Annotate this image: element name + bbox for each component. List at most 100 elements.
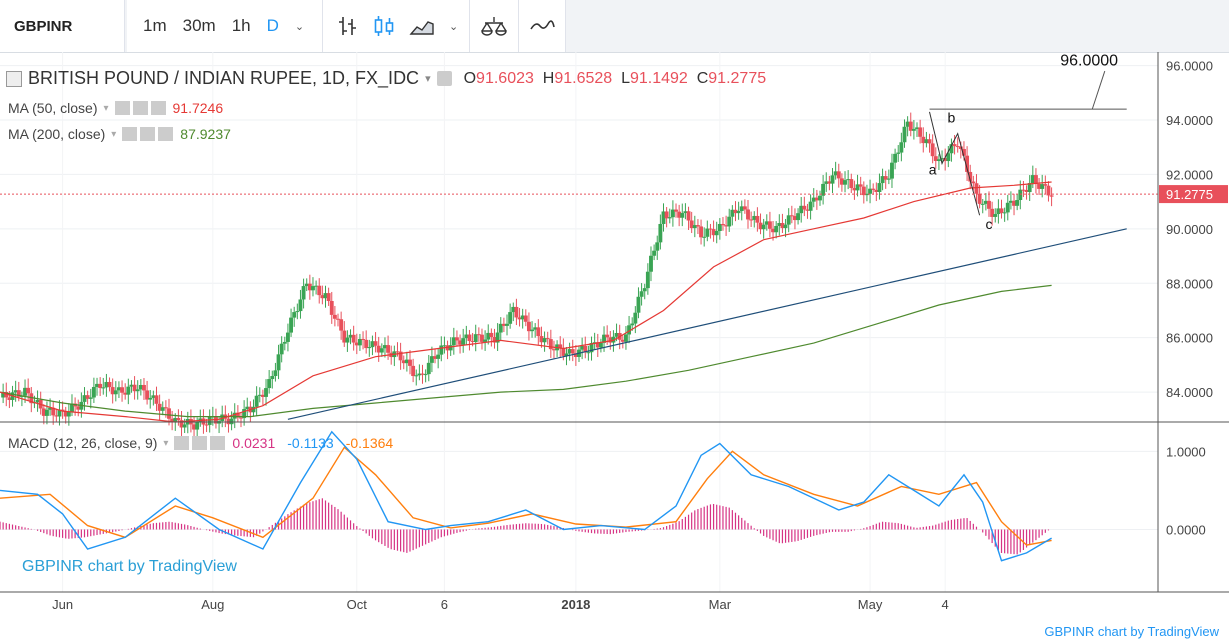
macd-line [0,430,1052,562]
chevron-down-icon[interactable]: ▾ [425,73,431,85]
candle-body [545,338,550,340]
candle-body [467,334,472,342]
candle-body [940,158,944,160]
candle-body [232,412,237,419]
candle-body [573,353,578,357]
candle-body [345,337,350,343]
candle-body [814,197,819,201]
candle-body [66,411,71,417]
candle-body [116,387,121,391]
candle-body [821,183,826,196]
interval-1h-button[interactable]: 1h [231,16,251,35]
candle-body [132,384,137,392]
candle-body [658,223,663,243]
candle-body [548,339,553,350]
candle-body [686,211,691,221]
price-tick-label: 92.0000 [1166,167,1213,182]
chevron-down-icon[interactable]: ⌄ [294,20,305,33]
footer-credit[interactable]: GBPINR chart by TradingView [1044,624,1219,639]
interval-d-button[interactable]: D [266,16,279,35]
candle-body [783,224,788,229]
close-label: C [696,69,709,87]
candle-body [157,403,162,411]
candle-body [48,407,53,410]
candle-body [51,407,56,416]
trend-line [287,228,1127,420]
collapse-icon[interactable] [6,70,22,87]
candle-body [965,155,970,172]
settings-icon[interactable] [436,71,452,86]
candle-body [583,345,588,353]
candle-body [874,189,879,193]
compare-button[interactable] [519,0,566,52]
candle-body [808,201,813,211]
interval-30m-button[interactable]: 30m [182,16,216,35]
candle-body [376,345,381,353]
candle-body [987,200,991,209]
grid [0,52,1158,592]
candle-body [411,365,416,376]
chevron-down-icon[interactable]: ▾ [111,128,117,140]
candle-body [414,375,419,377]
candle-body [780,223,785,229]
chart-annotation: 96.0000 [1060,53,1118,70]
candle-body [113,390,118,395]
candle-body [379,348,384,353]
candle-body [104,381,109,388]
candle-body [645,271,650,289]
bar-chart-icon[interactable] [337,14,359,38]
chart-canvas[interactable]: 96.0000 b a c 84.0000 86.0000 88.0000 90.0000 9… [0,52,1229,639]
ma200-label: MA (200, close) [8,126,106,142]
macd-tick-label: 0.0000 [1166,522,1206,537]
macd-label: MACD (12, 26, close, 9) [8,435,158,451]
candle-body [789,215,794,217]
candle-body [570,349,575,354]
indicators-button[interactable] [470,0,519,52]
candle-body [733,209,738,214]
chevron-down-icon[interactable]: ▾ [103,102,109,114]
indicator-controls-icon[interactable] [114,101,167,115]
chevron-down-icon[interactable]: ⌄ [449,20,459,33]
candle-body [774,225,779,233]
candle-body [670,209,675,218]
candle-body [674,209,678,212]
series-title: BRITISH POUND / INDIAN RUPEE, 1D, FX_IDC [28,68,420,88]
candle-body [758,222,763,230]
candle-chart-icon[interactable] [373,14,395,38]
candle-body [871,188,876,190]
candle-body [642,288,647,292]
area-chart-icon[interactable] [409,14,435,38]
candle-body [398,351,403,361]
candle-body [824,181,829,184]
candle-body [624,334,628,342]
chevron-down-icon[interactable]: ▾ [163,437,169,449]
candle-body [311,286,315,291]
time-tick-label: 6 [441,597,448,612]
candle-body [742,206,747,210]
candle-body [129,384,134,387]
candle-body [98,383,103,389]
candle-body [767,221,772,229]
candle-body [908,121,913,131]
candle-body [595,342,600,348]
candle-body [711,229,716,236]
symbol-search-button[interactable]: GBPINR [0,0,125,52]
candle-body [827,181,832,184]
candle-body [329,301,334,315]
macd-line-value: -0.1133 [287,435,334,451]
candle-body [292,312,297,318]
indicator-controls-icon[interactable] [122,127,175,141]
candle-body [536,327,541,337]
candle-body [793,216,797,221]
price-tick-label: 84.0000 [1166,385,1213,400]
signal-line-value: -0.1364 [345,435,394,451]
candle-body [195,422,200,430]
candle-body [880,176,885,184]
legend-ma200: MA (200, close) ▾ 87.9237 [8,126,231,142]
candle-body [695,225,700,227]
candle-body [110,387,115,395]
candle-body [752,215,757,220]
indicator-controls-icon[interactable] [174,436,227,450]
candle-body [955,146,960,148]
interval-1m-button[interactable]: 1m [143,16,167,35]
